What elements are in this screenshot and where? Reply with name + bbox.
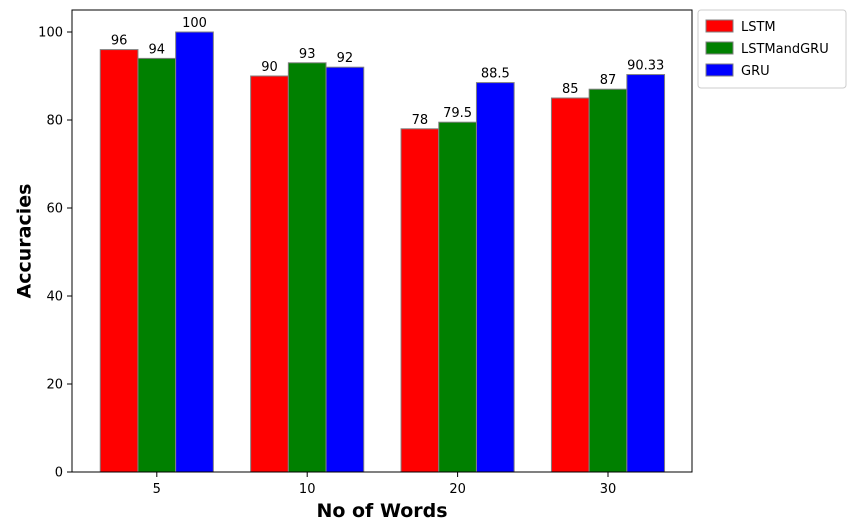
bar-value-label: 88.5 [481, 67, 510, 82]
bar-gru-5 [175, 31, 214, 473]
plot-area-frame [71, 9, 693, 473]
bar-value-label: 79.5 [443, 106, 472, 121]
legend-swatch-gru [705, 63, 734, 77]
y-tick-label: 20 [46, 378, 63, 393]
y-tick-label: 60 [46, 202, 63, 217]
y-tick-label: 80 [46, 114, 63, 129]
x-tick-label: 20 [449, 482, 466, 497]
bar-lstm-10 [250, 75, 289, 473]
x-axis: 5 10 20 30 [153, 472, 617, 497]
x-axis-title: No of Words [316, 500, 447, 522]
bar-lstmandgru-30 [588, 88, 628, 473]
bar-value-label: 100 [182, 16, 207, 31]
bar-value-label: 87 [600, 73, 617, 88]
bar-lstmandgru-10 [287, 62, 327, 473]
bar-value-label: 93 [299, 47, 316, 62]
x-tick-label: 30 [600, 482, 617, 497]
bar-value-label: 90 [261, 60, 278, 75]
x-tick-label: 10 [299, 482, 316, 497]
legend-label-lstmandgru: LSTMandGRU [741, 42, 829, 57]
bar-value-label: 78 [412, 113, 429, 128]
bar-gru-20 [475, 82, 515, 473]
legend-label-lstm: LSTM [741, 20, 776, 35]
bar-lstm-30 [550, 97, 590, 473]
bar-value-label: 96 [111, 34, 128, 49]
y-tick-label: 40 [46, 290, 63, 305]
bar-lstmandgru-5 [137, 57, 177, 473]
y-tick-label: 100 [38, 26, 63, 41]
x-tick-label: 5 [153, 482, 161, 497]
y-tick-label: 0 [55, 466, 63, 481]
bar-gru-10 [325, 66, 365, 473]
bar-value-label: 94 [149, 42, 166, 57]
bar-gru-30 [626, 74, 666, 473]
legend: LSTM LSTMandGRU GRU [697, 9, 847, 89]
bar-lstmandgru-20 [438, 121, 477, 473]
bar-value-label: 90.33 [627, 59, 664, 74]
y-axis-title: Accuracies [14, 184, 36, 299]
bar-lstm-5 [99, 49, 139, 473]
legend-swatch-lstmandgru [705, 41, 734, 55]
legend-swatch-lstm [705, 19, 734, 33]
bar-value-label: 92 [337, 51, 354, 66]
bar-value-label: 85 [562, 82, 579, 97]
bar-lstm-20 [400, 128, 440, 473]
bars-group [99, 31, 666, 473]
legend-box [697, 9, 847, 89]
bar-labels-group: 96 90 78 85 94 93 79.5 87 100 92 88.5 90.33 [111, 16, 664, 128]
legend-label-gru: GRU [741, 64, 770, 79]
y-axis: 0 20 40 60 80 100 [38, 26, 72, 481]
